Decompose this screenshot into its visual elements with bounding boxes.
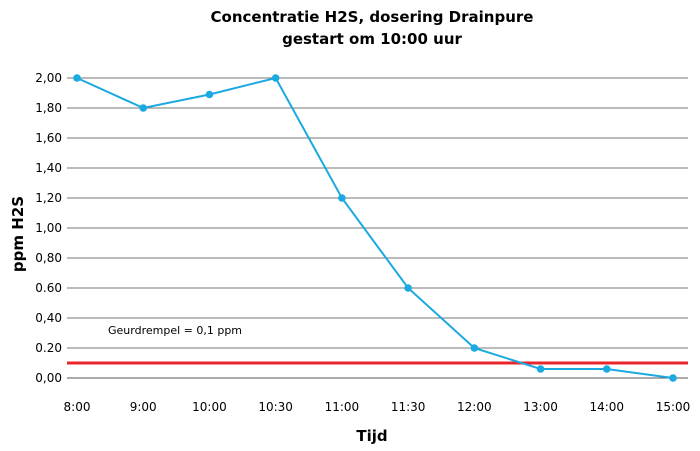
- y-tick-label: 1,60: [35, 131, 62, 145]
- x-tick-label: 10:30: [258, 400, 293, 414]
- data-point: [338, 194, 346, 202]
- y-tick-label: 0,80: [35, 251, 62, 265]
- x-tick-label: 13:00: [523, 400, 558, 414]
- data-point: [205, 90, 214, 99]
- data-point: [669, 374, 677, 382]
- x-tick-label: 11:30: [391, 400, 426, 414]
- chart-title-line1: Concentratie H2S, dosering Drainpure: [211, 8, 534, 26]
- x-tick-label: 15:00: [656, 400, 691, 414]
- data-point: [602, 365, 611, 373]
- y-axis-ticks: 0,00 0.20 0,40 0.60 0,80 1,00 1,20 1,40 1,60 1,80…: [35, 71, 62, 385]
- x-axis-ticks: 8:00 9:00 10:00 10:30 11:00 11:30 12:00 13:00 14…: [64, 400, 691, 414]
- series-line: [76, 76, 674, 379]
- x-axis-title: Tijd: [356, 427, 387, 445]
- y-tick-label: 1,00: [35, 221, 62, 235]
- data-point: [271, 74, 280, 82]
- y-tick-label: 0.60: [35, 281, 62, 295]
- y-tick-label: 0.20: [35, 341, 62, 355]
- y-axis-title: ppm H2S: [9, 196, 27, 272]
- x-tick-label: 9:00: [130, 400, 157, 414]
- data-point: [73, 74, 81, 82]
- threshold-label: Geurdrempel = 0,1 ppm: [108, 324, 242, 337]
- data-point: [139, 104, 148, 112]
- y-tick-label: 0,00: [35, 371, 62, 385]
- y-tick-label: 0,40: [35, 311, 62, 325]
- y-tick-label: 1,80: [35, 101, 62, 115]
- x-tick-label: 14:00: [589, 400, 624, 414]
- x-tick-label: 12:00: [457, 400, 492, 414]
- y-tick-label: 2,00: [35, 71, 62, 85]
- x-tick-label: 11:00: [325, 400, 360, 414]
- y-tick-label: 1,40: [35, 161, 62, 175]
- y-tick-label: 1,20: [35, 191, 62, 205]
- data-point: [404, 284, 412, 292]
- chart-title-line2: gestart om 10:00 uur: [282, 30, 462, 48]
- data-points: [73, 74, 677, 382]
- data-point: [536, 365, 545, 373]
- data-point: [470, 344, 479, 352]
- x-tick-label: 10:00: [192, 400, 227, 414]
- gridlines: [67, 77, 688, 379]
- x-tick-label: 8:00: [64, 400, 91, 414]
